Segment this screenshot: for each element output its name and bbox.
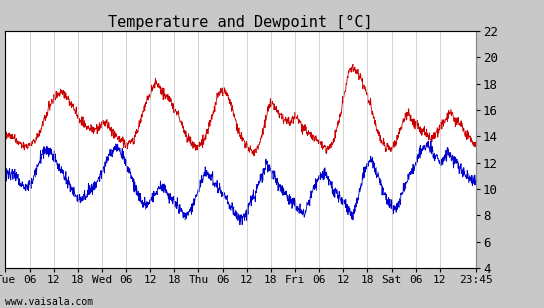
Title: Temperature and Dewpoint [°C]: Temperature and Dewpoint [°C] xyxy=(108,14,373,30)
Text: www.vaisala.com: www.vaisala.com xyxy=(5,297,94,307)
